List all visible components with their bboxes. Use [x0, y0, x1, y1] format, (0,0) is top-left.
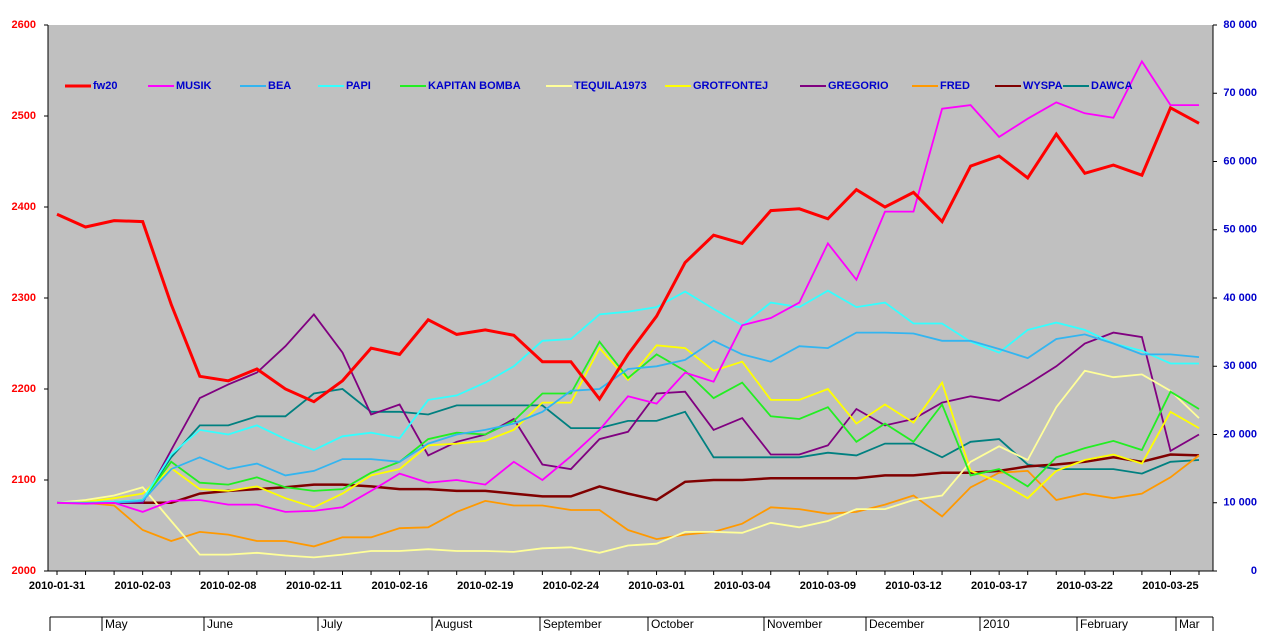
y-tick-label: 2600: [12, 19, 36, 31]
x-tick-label: 2010-03-01: [628, 580, 684, 592]
y-tick-label: 2500: [12, 110, 36, 122]
y-tick-label: 2400: [12, 201, 36, 213]
y-tick-label: 2100: [12, 474, 36, 486]
x2-label: Mar: [1179, 617, 1200, 631]
y2-tick-label: 80 000: [1223, 19, 1257, 31]
x2-label: October: [651, 617, 694, 631]
legend-label: TEQUILA1973: [574, 80, 647, 92]
series-line: [57, 454, 1200, 548]
x-tick-label: 2010-02-08: [200, 580, 256, 592]
y-tick-label: 2200: [12, 383, 36, 395]
series-line: [57, 453, 1200, 505]
series-line: [57, 331, 1200, 504]
x-tick-label: 2010-02-19: [457, 580, 513, 592]
x2-label: December: [869, 617, 924, 631]
y-tick-label: 2300: [12, 292, 36, 304]
legend-label: MUSIK: [176, 80, 212, 92]
x2-label: September: [543, 617, 602, 631]
legend-label: BEA: [268, 80, 291, 92]
y2-tick-label: 60 000: [1223, 155, 1257, 167]
series-line: [57, 340, 1200, 504]
y2-tick-label: 30 000: [1223, 360, 1257, 372]
series-line: [56, 369, 1200, 559]
legend-label: WYSPA: [1023, 80, 1063, 92]
y2-tick-label: 10 000: [1223, 497, 1257, 509]
x2-label: June: [207, 617, 233, 631]
y-tick-label: 2000: [12, 565, 36, 577]
y2-tick-label: 20 000: [1223, 428, 1257, 440]
x-tick-label: 2010-02-03: [115, 580, 171, 592]
y2-tick-label: 50 000: [1223, 224, 1257, 236]
x-tick-label: 2010-03-04: [714, 580, 771, 592]
x2-label: February: [1080, 617, 1128, 631]
x-tick-label: 2010-03-09: [800, 580, 856, 592]
x2-label: August: [435, 617, 473, 631]
legend-label: GREGORIO: [828, 80, 889, 92]
x2-label: 2010: [983, 617, 1010, 631]
legend-label: FRED: [940, 80, 970, 92]
x2-label: May: [105, 617, 128, 631]
y2-tick-label: 40 000: [1223, 292, 1257, 304]
series-line: [56, 344, 1200, 509]
series-line: [57, 388, 1200, 504]
x-tick-label: 2010-03-17: [971, 580, 1027, 592]
legend-label: GROTFONTEJ: [693, 80, 768, 92]
x-tick-label: 2010-02-16: [371, 580, 427, 592]
x-tick-label: 2010-02-11: [286, 580, 342, 592]
x2-label: November: [767, 617, 822, 631]
y2-tick-label: 0: [1251, 565, 1257, 577]
series-line: [56, 59, 1199, 513]
legend-label: PAPI: [346, 80, 371, 92]
series-line: [57, 312, 1200, 504]
legend-label: KAPITAN BOMBA: [428, 80, 521, 92]
x2-label: July: [321, 617, 342, 631]
series-line: [57, 289, 1199, 504]
x-tick-label: 2010-01-31: [29, 580, 85, 592]
series-line: [56, 105, 1200, 404]
legend-label: fw20: [93, 80, 117, 92]
x-tick-label: 2010-03-25: [1142, 580, 1198, 592]
x-tick-label: 2010-03-12: [885, 580, 941, 592]
y2-tick-label: 70 000: [1223, 87, 1257, 99]
x-tick-label: 2010-02-24: [543, 580, 600, 592]
legend-label: DAWCA: [1091, 80, 1133, 92]
x-tick-label: 2010-03-22: [1057, 580, 1113, 592]
